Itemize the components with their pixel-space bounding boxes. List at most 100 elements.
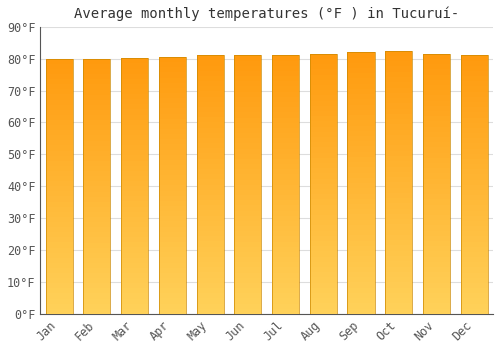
Bar (348, 146, 374, 152)
Bar (46, 227, 73, 232)
Bar (385, 272, 412, 277)
Bar (196, 257, 224, 262)
Bar (460, 102, 488, 107)
Bar (159, 222, 186, 226)
Bar (385, 98, 412, 103)
Bar (460, 180, 488, 185)
Bar (46, 212, 73, 217)
Bar (460, 159, 488, 164)
Bar (121, 309, 148, 314)
Bar (385, 119, 412, 124)
Bar (272, 303, 299, 309)
Bar (84, 59, 110, 64)
Bar (196, 148, 224, 154)
Bar (234, 267, 262, 273)
Bar (272, 252, 299, 257)
Bar (460, 236, 488, 242)
Bar (423, 246, 450, 252)
Bar (310, 101, 337, 106)
Bar (84, 95, 110, 100)
Bar (460, 293, 488, 299)
Bar (385, 156, 412, 161)
Bar (46, 135, 73, 140)
Bar (196, 184, 224, 190)
Bar (423, 231, 450, 236)
Bar (385, 51, 412, 56)
Bar (310, 272, 337, 278)
Bar (310, 220, 337, 225)
Bar (348, 115, 374, 120)
Bar (46, 196, 73, 202)
Bar (234, 262, 262, 267)
Bar (121, 273, 148, 278)
Bar (84, 283, 110, 288)
Bar (46, 299, 73, 304)
Bar (234, 216, 262, 221)
Bar (234, 257, 262, 262)
Bar (423, 80, 450, 85)
Bar (84, 253, 110, 258)
Bar (121, 288, 148, 293)
Bar (46, 181, 73, 186)
Bar (234, 86, 262, 92)
Bar (46, 84, 73, 89)
Bar (423, 184, 450, 189)
Bar (310, 257, 337, 262)
Bar (385, 177, 412, 182)
Bar (385, 93, 412, 98)
Bar (234, 164, 262, 169)
Bar (460, 92, 488, 97)
Bar (46, 176, 73, 181)
Bar (234, 195, 262, 200)
Bar (272, 92, 299, 97)
Bar (234, 241, 262, 247)
Bar (460, 190, 488, 195)
Bar (348, 105, 374, 110)
Bar (348, 52, 374, 314)
Bar (348, 136, 374, 141)
Bar (272, 190, 299, 195)
Bar (234, 190, 262, 195)
Bar (84, 79, 110, 84)
Bar (310, 70, 337, 75)
Bar (196, 81, 224, 86)
Bar (310, 142, 337, 147)
Bar (385, 219, 412, 224)
Bar (385, 130, 412, 135)
Bar (385, 61, 412, 66)
Bar (385, 203, 412, 209)
Bar (84, 273, 110, 278)
Bar (196, 164, 224, 169)
Bar (423, 163, 450, 168)
Bar (234, 278, 262, 283)
Bar (310, 96, 337, 101)
Bar (84, 202, 110, 207)
Bar (348, 225, 374, 230)
Bar (84, 176, 110, 181)
Bar (46, 146, 73, 150)
Bar (423, 142, 450, 147)
Bar (46, 309, 73, 314)
Bar (385, 282, 412, 288)
Bar (84, 151, 110, 156)
Bar (234, 299, 262, 303)
Bar (348, 303, 374, 309)
Bar (385, 72, 412, 77)
Bar (272, 247, 299, 252)
Bar (272, 118, 299, 122)
Bar (423, 59, 450, 64)
Bar (272, 56, 299, 61)
Bar (385, 298, 412, 303)
Bar (84, 263, 110, 268)
Bar (423, 96, 450, 101)
Bar (121, 114, 148, 120)
Bar (121, 293, 148, 299)
Title: Average monthly temperatures (°F ) in Tucuruí-: Average monthly temperatures (°F ) in Tu… (74, 7, 460, 21)
Bar (423, 132, 450, 137)
Bar (159, 149, 186, 155)
Bar (159, 299, 186, 303)
Bar (84, 105, 110, 110)
Bar (460, 241, 488, 247)
Bar (234, 309, 262, 314)
Bar (460, 61, 488, 66)
